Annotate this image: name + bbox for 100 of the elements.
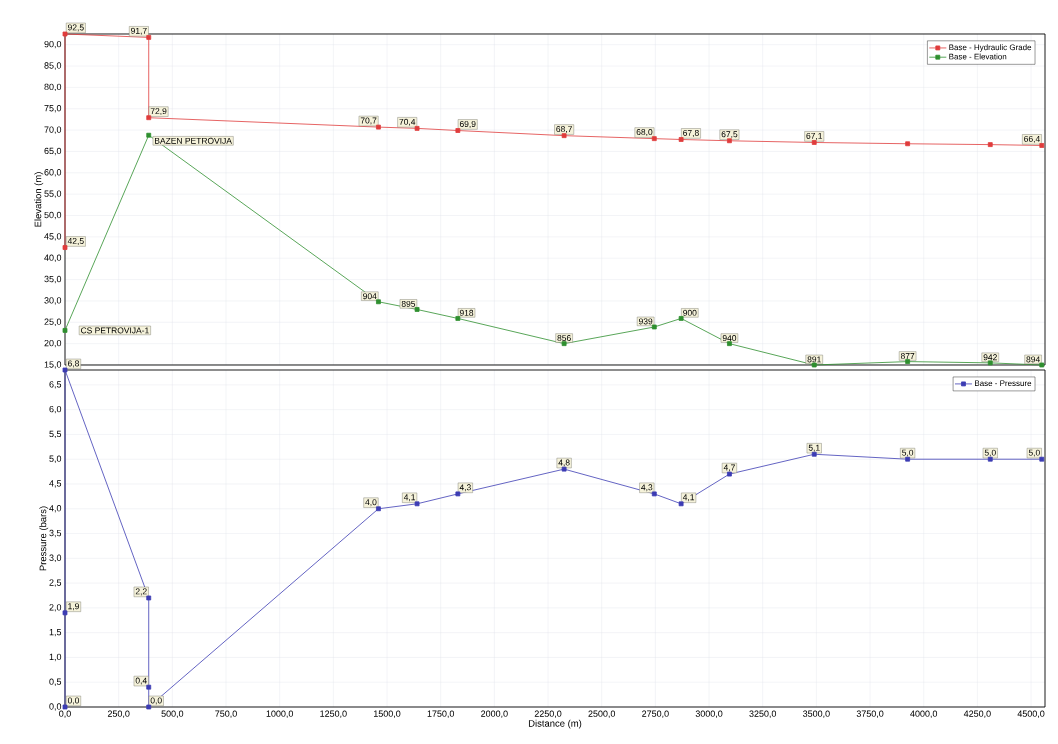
data-label: 92,5: [67, 24, 84, 32]
data-label: 67,1: [806, 132, 823, 140]
x-tick-label: 3250,0: [749, 710, 777, 718]
data-label: 4,3: [459, 484, 471, 492]
annotation: 940: [722, 335, 737, 342]
x-tick-label: 1750,0: [427, 710, 455, 718]
annotation: 891: [807, 356, 821, 363]
point: [1039, 456, 1045, 462]
point: [414, 307, 420, 312]
y-tick-label: 2,0: [49, 604, 62, 612]
annotation: BAZEN PETROVIJA: [154, 137, 232, 144]
x-tick-label: 4000,0: [910, 710, 938, 718]
point: [455, 491, 461, 497]
point: [727, 341, 732, 347]
point: [727, 138, 732, 144]
annotation: CS PETROVIJA-1: [80, 327, 149, 334]
data-label: 0,4: [135, 677, 147, 685]
data-label: 4,0: [365, 499, 377, 507]
point: [1039, 362, 1045, 368]
y-tick-label: 35,0: [44, 275, 62, 284]
point: [62, 31, 68, 37]
data-label: 0,0: [150, 697, 162, 705]
y-tick-label: 40,0: [44, 254, 62, 262]
y-tick-label: 90,0: [44, 40, 62, 49]
y-tick-label: 55,0: [44, 190, 62, 198]
x-tick-label: 1250,0: [320, 710, 347, 718]
annotation: 918: [459, 309, 474, 316]
data-label: 5,0: [902, 449, 914, 457]
data-label: 70,4: [399, 118, 416, 126]
y-tick-label: 50,0: [44, 211, 62, 220]
y-tick-label: 85,0: [44, 62, 62, 70]
point: [455, 128, 461, 133]
point: [62, 704, 68, 710]
data-label: 67,5: [721, 131, 738, 139]
y-tick-label: 5,5: [49, 430, 62, 439]
point: [376, 506, 381, 512]
point: [414, 501, 420, 507]
data-label: 4,3: [641, 484, 653, 492]
y-tick-label: 0,5: [49, 678, 62, 686]
y-tick-label: 6,5: [49, 381, 62, 389]
point: [678, 501, 684, 507]
data-label: 66,4: [1024, 135, 1040, 143]
point: [146, 115, 152, 121]
y-tick-label: 75,0: [44, 105, 62, 113]
point: [987, 142, 993, 148]
x-axis-title: Distance (m): [528, 719, 582, 729]
point: [62, 245, 68, 250]
x-tick-label: 2250,0: [534, 710, 562, 718]
point: [561, 133, 567, 139]
point: [678, 137, 684, 142]
y-tick-label: 65,0: [44, 147, 62, 156]
x-tick-label: 2750,0: [642, 710, 669, 718]
x-tick-label: 2500,0: [588, 710, 616, 718]
y-axis-title: Pressure (bars): [39, 506, 49, 571]
y-tick-label: 3,5: [49, 529, 62, 538]
point: [651, 324, 657, 330]
point: [146, 35, 152, 40]
point: [146, 595, 152, 601]
data-label: 5,0: [1028, 449, 1040, 457]
y-tick-label: 0,0: [49, 703, 62, 711]
point: [455, 316, 461, 321]
y-tick-label: 2,5: [49, 579, 62, 587]
point: [811, 140, 817, 145]
data-label: 91,7: [131, 27, 147, 35]
point: [905, 141, 911, 147]
x-tick-label: 500,0: [161, 710, 184, 718]
point: [561, 341, 567, 347]
point: [62, 367, 68, 373]
y-tick-label: 25,0: [44, 318, 62, 326]
annotation: 942: [983, 354, 997, 361]
y-tick-label: 1,0: [49, 653, 62, 662]
y-axis-title: Elevation (m): [34, 172, 44, 227]
y-tick-label: 6,0: [49, 405, 62, 414]
x-tick-label: 3000,0: [695, 710, 723, 718]
point: [376, 299, 381, 305]
x-tick-label: 250,0: [107, 710, 130, 718]
x-tick-label: 3750,0: [856, 710, 884, 718]
data-label: 67,8: [683, 129, 699, 137]
annotation: 877: [900, 353, 915, 359]
x-tick-label: 4250,0: [963, 710, 991, 718]
data-label: 1,9: [68, 603, 79, 611]
data-label: 68,0: [636, 129, 653, 137]
annotation: 939: [638, 318, 653, 325]
data-label: 4,1: [682, 494, 695, 502]
data-label: 4,7: [723, 464, 735, 472]
data-label: 2,2: [135, 588, 147, 596]
x-tick-label: 2000,0: [481, 710, 508, 718]
y-tick-label: 4,5: [49, 480, 62, 488]
x-tick-label: 1500,0: [373, 710, 401, 718]
data-label: 5,0: [984, 449, 996, 457]
y-tick-label: 3,0: [49, 554, 62, 563]
y-tick-label: 30,0: [44, 297, 62, 305]
annotation: 895: [401, 300, 416, 307]
data-label: 69,9: [459, 120, 476, 128]
x-tick-label: 750,0: [215, 710, 237, 718]
y-tick-label: 4,0: [49, 505, 62, 513]
y-tick-label: 70,0: [44, 126, 62, 134]
y-tick-label: 80,0: [44, 83, 62, 92]
x-tick-label: 3500,0: [803, 710, 830, 718]
y-tick-label: 5,0: [49, 455, 62, 463]
